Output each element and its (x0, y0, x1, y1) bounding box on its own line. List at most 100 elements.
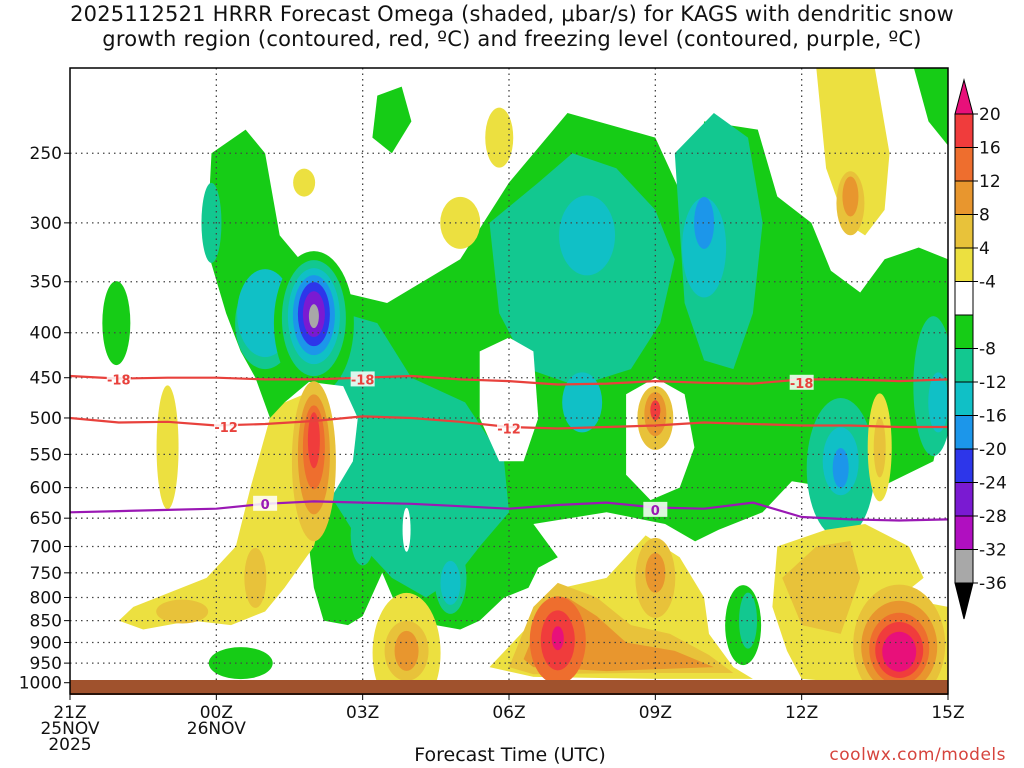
colorbar-label: -12 (979, 373, 1007, 393)
contour-label: -18 (351, 373, 375, 388)
omega-area-yellow2 (873, 417, 886, 478)
colorbar-bin (954, 314, 974, 349)
contour-line (70, 500, 948, 522)
omega-area-magenta (551, 626, 564, 651)
credit-link[interactable]: coolwx.com/models (829, 745, 1006, 765)
colorbar-bin (954, 549, 974, 584)
y-tick-label: 600 (30, 479, 62, 499)
contour-label: -12 (214, 421, 238, 436)
x-tick-label: 2025 (48, 735, 91, 755)
colorbar-label: -4 (979, 273, 996, 293)
contour-label-bg (497, 420, 521, 436)
y-tick-label: 850 (30, 612, 62, 632)
colorbar-bin (954, 281, 974, 316)
omega-area-yellow2 (156, 599, 209, 624)
contour-label: 0 (261, 498, 270, 513)
x-tick-label: 26NOV (187, 719, 246, 739)
x-tick-label: 25NOV (40, 719, 99, 739)
omega-area-yellow (118, 394, 329, 630)
omega-area-cyan (559, 195, 616, 276)
omega-area-orange (394, 630, 419, 671)
contour-label-bg (643, 501, 668, 517)
omega-area-magenta (882, 631, 917, 672)
omega-area-yellow (440, 196, 481, 249)
y-tick-label: 300 (30, 214, 62, 234)
colorbar-bin (954, 415, 974, 450)
y-tick-label: 700 (30, 537, 62, 557)
chart-title: 2025112521 HRRR Forecast Omega (shaded, … (0, 2, 1024, 52)
contour-label-bg (214, 419, 239, 435)
omega-area-yellow2 (244, 547, 267, 608)
omega-area-teal (739, 592, 758, 649)
colorbar-bin (954, 78, 974, 115)
contour-label-bg (350, 371, 375, 387)
y-axis: 2503003504004505005506006507007508008509… (19, 144, 70, 694)
colorbar-bin (954, 113, 974, 148)
omega-area-cyan (562, 372, 603, 433)
omega-area-teal (350, 505, 375, 566)
y-tick-label: 350 (30, 273, 62, 293)
colorbar-label: 8 (979, 206, 990, 226)
omega-area-green (102, 281, 131, 366)
contour-label: 0 (651, 504, 660, 519)
y-tick-label: 900 (30, 633, 62, 653)
title-line-1: 2025112521 HRRR Forecast Omega (shaded, … (70, 2, 954, 26)
omega-shading (102, 68, 948, 694)
y-tick-label: 650 (30, 509, 62, 529)
omega-area-yellow (293, 168, 316, 197)
omega-area-neutral (402, 507, 411, 552)
omega-area-green (372, 86, 412, 154)
colorbar-label: -16 (979, 407, 1007, 427)
omega-area-blue (832, 448, 849, 489)
x-tick-label: 06Z (492, 703, 525, 723)
omega-area-cyan (440, 560, 461, 605)
contour-lines: -18 -18 -18 -12 -12 0 0 (70, 371, 948, 522)
y-tick-label: 950 (30, 654, 62, 674)
omega-area-green (913, 68, 948, 146)
omega-area-orange (842, 176, 859, 217)
contour-label-bg (106, 371, 131, 387)
colorbar-label: -20 (979, 440, 1007, 460)
colorbar-bin (954, 448, 974, 483)
contour-label-bg (253, 495, 278, 511)
y-tick-label: 1000 (19, 674, 62, 694)
colorbar-label: -36 (979, 574, 1007, 594)
omega-area-red (307, 412, 320, 469)
y-tick-label: 400 (30, 324, 62, 344)
omega-area-orange (645, 552, 666, 593)
contour-label-bg (789, 374, 814, 390)
colorbar-bin (954, 180, 974, 215)
y-tick-label: 500 (30, 409, 62, 429)
omega-area-yellow (156, 385, 179, 510)
omega-area-blue (694, 196, 715, 249)
colorbar-label: 20 (979, 105, 1001, 125)
terrain-ground (70, 680, 948, 695)
contour-label: -18 (107, 373, 131, 388)
y-tick-label: 250 (30, 144, 62, 164)
y-tick-label: 450 (30, 369, 62, 389)
x-tick-label: 12Z (785, 703, 818, 723)
omega-area-cyan (928, 372, 948, 433)
colorbar-bin (954, 515, 974, 550)
colorbar-label: -28 (979, 507, 1007, 527)
colorbar-label: -32 (979, 541, 1007, 561)
colorbar-bin (954, 348, 974, 383)
omega-area-teal (201, 182, 222, 263)
colorbar: 20 16 12 8 4 -4 -8 -12 -16 -20 -24 -28 -32 -36 (954, 78, 1007, 620)
colorbar-bin (954, 214, 974, 249)
x-tick-label: 03Z (346, 703, 379, 723)
x-axis-label: Forecast Time (UTC) (414, 744, 606, 766)
x-tick-label: 15Z (931, 703, 964, 723)
colorbar-label: -8 (979, 340, 996, 360)
x-tick-label: 00Z (200, 703, 233, 723)
y-tick-label: 550 (30, 445, 62, 465)
title-line-2: growth region (contoured, red, ºC) and f… (102, 27, 922, 51)
colorbar-bin (954, 582, 974, 620)
y-tick-label: 800 (30, 588, 62, 608)
colorbar-bin (954, 482, 974, 517)
colorbar-bin (954, 381, 974, 416)
omega-area-yellow (816, 68, 890, 236)
colorbar-label: 4 (979, 239, 990, 259)
x-tick-label: 09Z (639, 703, 672, 723)
